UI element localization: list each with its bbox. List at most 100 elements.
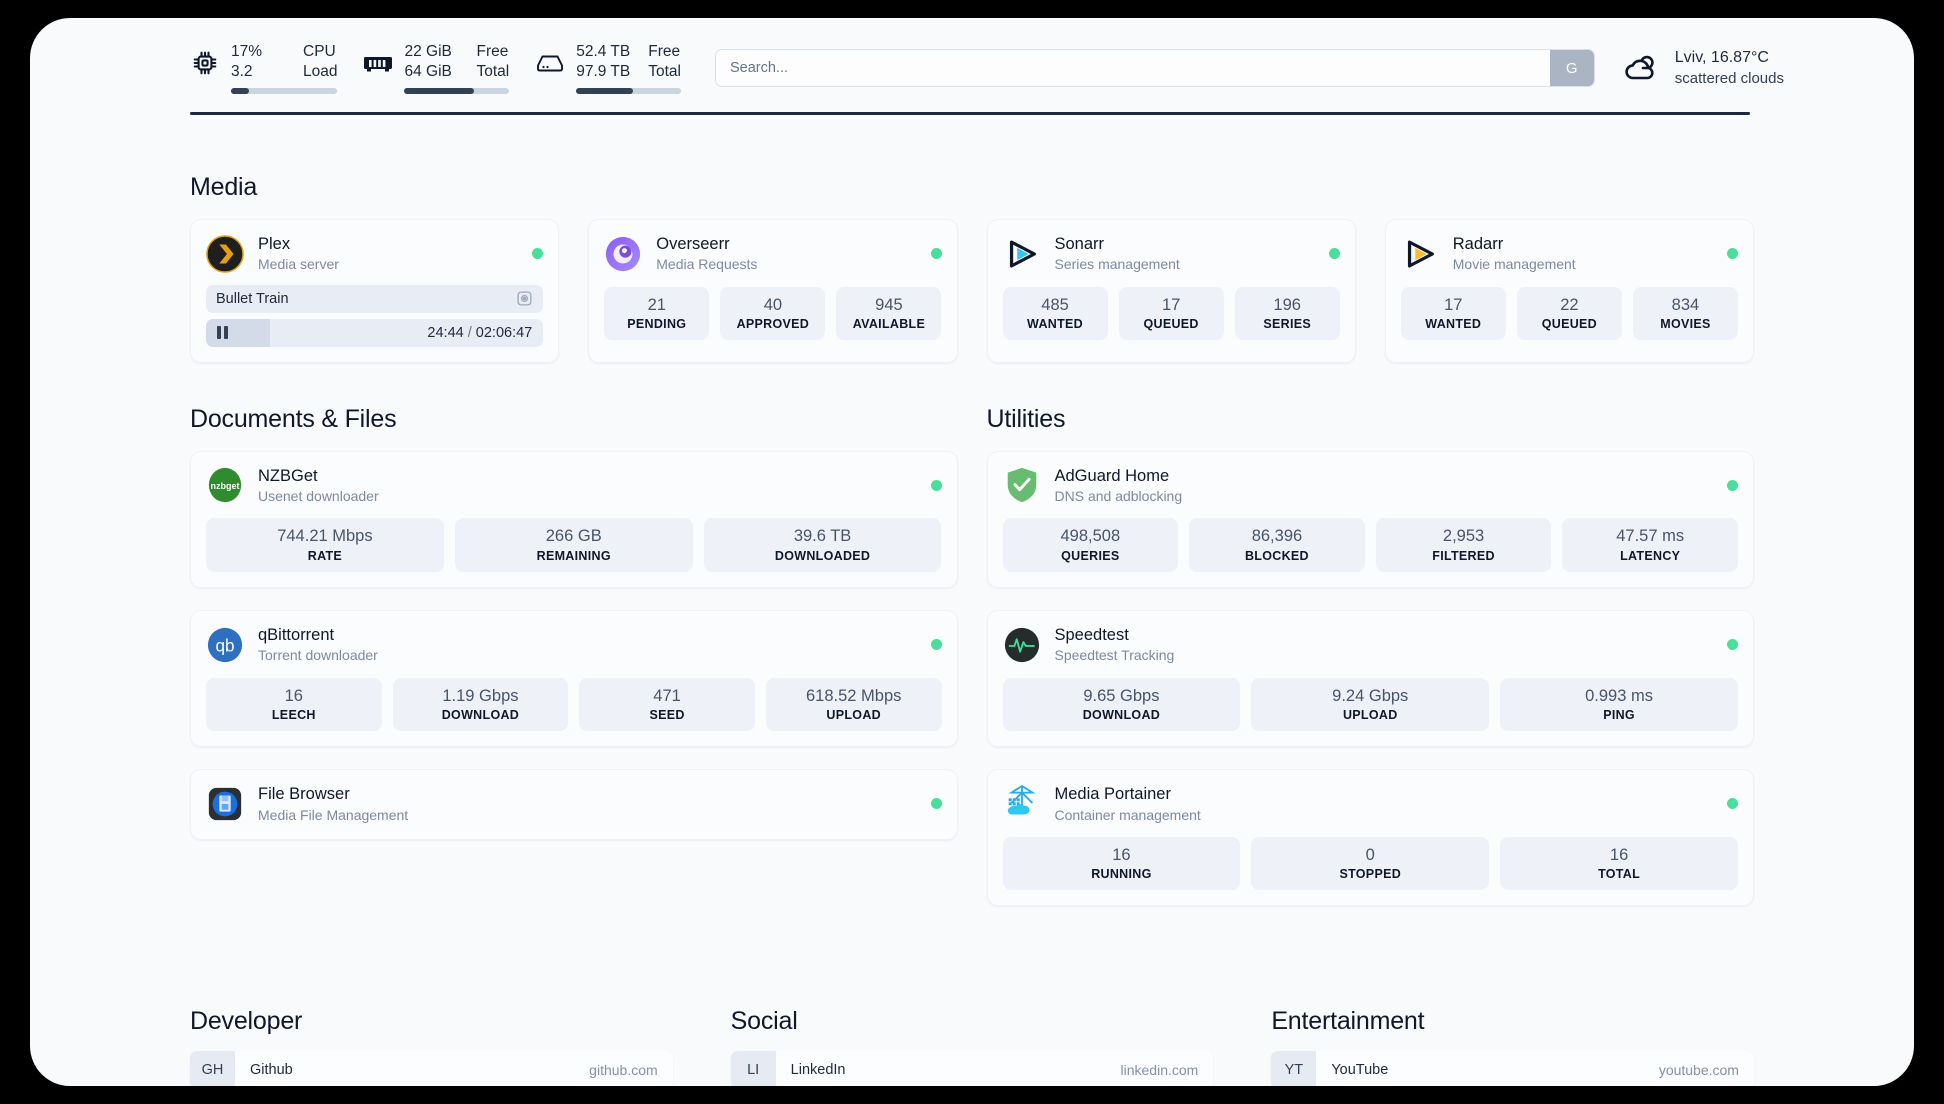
status-indicator xyxy=(930,798,942,810)
app-name: Plex xyxy=(258,235,291,253)
service-card-radarr[interactable]: Radarr Movie management 17 WANTED 22 QUE… xyxy=(1384,219,1754,363)
cast-icon[interactable] xyxy=(516,290,533,307)
stat-tile[interactable]: 471 SEED xyxy=(579,677,755,732)
stat-tile[interactable]: 9.24 Gbps UPLOAD xyxy=(1251,677,1490,732)
tile-value: 834 xyxy=(1671,295,1700,314)
tile-label: MOVIES xyxy=(1660,317,1711,332)
app-subtitle: Media File Management xyxy=(258,806,409,823)
stat-tile[interactable]: 16 RUNNING xyxy=(1002,836,1241,891)
status-indicator xyxy=(930,479,942,491)
section-title-utilities: Utilities xyxy=(986,404,1066,433)
bookmark-item[interactable]: GH Github github.com xyxy=(190,1051,673,1086)
tile-value: 40 xyxy=(763,295,783,314)
section-title-media: Media xyxy=(190,173,258,201)
tile-label: RATE xyxy=(307,548,343,563)
sonarr-icon xyxy=(1003,235,1041,273)
status-indicator xyxy=(930,248,942,260)
stat-tiles: 21 PENDING 40 APPROVED 945 AVAILABLE xyxy=(604,286,942,341)
stat-progress-bar xyxy=(231,88,338,95)
service-card-sonarr[interactable]: Sonarr Series management 485 WANTED 17 Q… xyxy=(986,219,1356,363)
stat-tiles: 498,508 QUERIES 86,396 BLOCKED 2,953 FIL… xyxy=(1002,518,1738,572)
tile-label: FILTERED xyxy=(1432,548,1495,563)
tile-value: 1.19 Gbps xyxy=(442,686,519,705)
stat-value-bottom: 3.2 xyxy=(231,63,253,80)
stat-tile[interactable]: 40 APPROVED xyxy=(720,286,826,341)
stat-tile[interactable]: 1.19 Gbps DOWNLOAD xyxy=(392,677,569,732)
google-search-icon[interactable]: G xyxy=(1549,50,1594,86)
tile-label: BLOCKED xyxy=(1244,548,1309,563)
tile-value: 0 xyxy=(1365,845,1375,864)
tile-value: 22 xyxy=(1560,295,1579,314)
app-name: qBittorrent xyxy=(258,625,335,644)
tile-value: 16 xyxy=(1112,845,1131,864)
dashboard-window: 17% 3.2 CPU Load 22 GiB 64 GiB Free xyxy=(30,18,1914,1086)
service-card-plex[interactable]: Plex Media server Bullet Train 24:44 / 0… xyxy=(190,219,560,363)
stat-tiles: 9.65 Gbps DOWNLOAD 9.24 Gbps UPLOAD 0.99… xyxy=(1002,677,1739,732)
media-player: Bullet Train 24:44 / 02:06:47 xyxy=(206,284,544,347)
tile-label: WANTED xyxy=(1027,317,1084,332)
bookmark-abbr: GH xyxy=(190,1051,235,1086)
bookmark-item[interactable]: LI LinkedIn linkedin.com xyxy=(730,1051,1214,1086)
stat-tile[interactable]: 498,508 QUERIES xyxy=(1002,518,1179,572)
app-name: Media Portainer xyxy=(1054,785,1171,804)
status-indicator xyxy=(1328,248,1340,260)
stat-tile[interactable]: 47.57 ms LATENCY xyxy=(1562,518,1738,572)
bookmark-url: youtube.com xyxy=(1658,1062,1739,1079)
plex-icon xyxy=(206,235,244,273)
search-input[interactable] xyxy=(715,50,1550,86)
tile-value: 0.993 ms xyxy=(1585,686,1653,705)
stat-label-bottom: Total xyxy=(648,63,681,80)
bookmark-list: YT YouTube youtube.com NF Netflix netfli… xyxy=(1271,1051,1754,1086)
app-subtitle: DNS and adblocking xyxy=(1054,488,1183,505)
system-stat-disk: 52.4 TB 97.9 TB Free Total xyxy=(535,42,681,95)
tile-label: SEED xyxy=(649,708,685,723)
app-name: Radarr xyxy=(1452,235,1504,253)
stat-tile[interactable]: 17 WANTED xyxy=(1400,286,1506,341)
service-card-nzbget[interactable]: nzbget NZBGet Usenet downloader 744.21 M… xyxy=(190,450,958,588)
now-playing-row[interactable]: Bullet Train xyxy=(206,284,544,313)
stat-tile[interactable]: 834 MOVIES xyxy=(1632,286,1738,341)
header-divider xyxy=(190,112,1750,115)
bookmark-group-developer: Developer GH Github github.com SO StackO… xyxy=(190,1007,673,1086)
tile-label: QUEUED xyxy=(1143,317,1199,332)
app-subtitle: Usenet downloader xyxy=(258,488,379,505)
service-card-media-portainer[interactable]: Media Portainer Container management 16 … xyxy=(986,769,1754,907)
stat-tile[interactable]: 196 SERIES xyxy=(1234,286,1340,341)
stat-tile[interactable]: 618.52 Mbps UPLOAD xyxy=(765,677,942,732)
stat-tile[interactable]: 0 STOPPED xyxy=(1251,836,1490,891)
stat-tile[interactable]: 39.6 TB DOWNLOADED xyxy=(703,518,942,572)
service-card-file-browser[interactable]: File Browser Media File Management xyxy=(190,769,958,840)
stat-tile[interactable]: 17 QUEUED xyxy=(1118,286,1224,341)
stat-tile[interactable]: 2,953 FILTERED xyxy=(1375,518,1552,572)
tile-value: 9.24 Gbps xyxy=(1332,686,1409,705)
stat-tile[interactable]: 21 PENDING xyxy=(604,286,710,341)
tile-value: 17 xyxy=(1444,295,1463,314)
stat-tile[interactable]: 16 LEECH xyxy=(206,677,382,732)
stat-tile[interactable]: 945 AVAILABLE xyxy=(836,286,942,341)
cpu-icon xyxy=(190,48,220,78)
stat-tile[interactable]: 744.21 Mbps RATE xyxy=(206,518,444,572)
search-box[interactable]: G xyxy=(714,49,1595,87)
stat-tile[interactable]: 9.65 Gbps DOWNLOAD xyxy=(1002,677,1241,732)
tile-value: 618.52 Mbps xyxy=(805,686,902,705)
stat-tile[interactable]: 22 QUEUED xyxy=(1516,286,1622,341)
stat-tile[interactable]: 266 GB REMAINING xyxy=(454,518,693,572)
utilities-column: Utilities AdGuard Home DNS and adblockin… xyxy=(986,363,1754,907)
service-card-adguard-home[interactable]: AdGuard Home DNS and adblocking 498,508 … xyxy=(986,450,1754,588)
stat-tile[interactable]: 485 WANTED xyxy=(1002,286,1108,341)
tile-label: DOWNLOADED xyxy=(774,548,871,563)
service-card-qbittorrent[interactable]: qb qBittorrent Torrent downloader 16 LEE… xyxy=(190,609,958,748)
stat-tile[interactable]: 0.993 ms PING xyxy=(1500,677,1738,732)
stat-value-bottom: 64 GiB xyxy=(404,63,452,80)
mid-columns: Documents & Files nzbget NZBGet Usenet d… xyxy=(190,363,1754,907)
bookmark-name: YouTube xyxy=(1331,1062,1389,1079)
bookmark-item[interactable]: YT YouTube youtube.com xyxy=(1271,1051,1754,1086)
stat-tile[interactable]: 86,396 BLOCKED xyxy=(1189,518,1365,572)
pause-icon[interactable] xyxy=(217,326,228,340)
playback-progress[interactable]: 24:44 / 02:06:47 xyxy=(206,318,544,347)
app-subtitle: Media Requests xyxy=(656,256,758,273)
stat-tile[interactable]: 16 TOTAL xyxy=(1500,836,1738,891)
tile-label: UPLOAD xyxy=(826,708,881,723)
service-card-speedtest[interactable]: Speedtest Speedtest Tracking 9.65 Gbps D… xyxy=(986,609,1754,748)
service-card-overseerr[interactable]: Overseerr Media Requests 21 PENDING 40 A… xyxy=(588,219,958,363)
